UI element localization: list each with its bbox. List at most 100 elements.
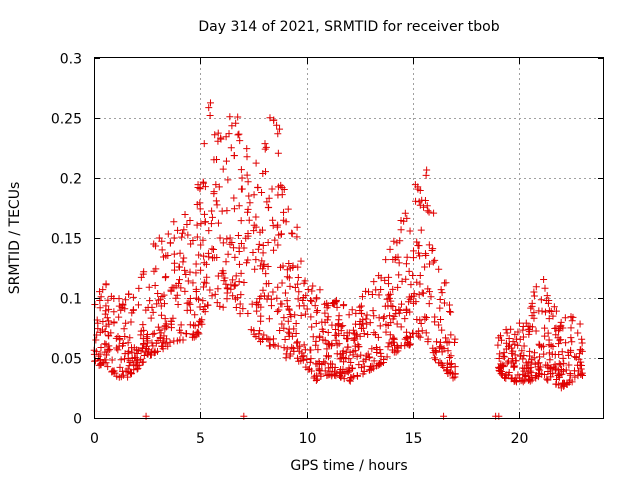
data-point xyxy=(541,284,549,292)
data-point xyxy=(222,280,230,288)
data-point xyxy=(146,351,154,359)
data-point xyxy=(421,263,429,271)
data-point xyxy=(306,358,314,366)
data-point xyxy=(185,299,193,307)
data-point xyxy=(232,119,240,127)
data-point xyxy=(567,346,575,354)
data-point xyxy=(129,306,137,314)
data-point xyxy=(571,367,579,375)
data-point xyxy=(217,134,225,142)
data-point xyxy=(422,329,430,337)
data-point xyxy=(360,368,368,376)
data-point xyxy=(235,202,243,210)
data-point xyxy=(189,279,197,287)
data-point xyxy=(214,129,222,137)
data-point xyxy=(219,239,227,247)
data-point xyxy=(544,367,552,375)
data-point xyxy=(270,116,278,124)
data-point xyxy=(170,234,178,242)
data-point xyxy=(229,292,237,300)
data-point xyxy=(280,314,288,322)
data-point xyxy=(264,335,272,343)
data-point xyxy=(543,292,551,300)
data-point xyxy=(121,333,129,341)
data-point xyxy=(230,205,238,213)
data-point xyxy=(437,315,445,323)
data-point xyxy=(333,350,341,358)
data-point xyxy=(252,333,260,341)
data-point xyxy=(353,372,361,380)
data-point xyxy=(265,203,273,211)
data-point xyxy=(282,350,290,358)
data-point xyxy=(303,305,311,313)
data-point xyxy=(403,214,411,222)
data-point xyxy=(532,327,540,335)
data-point xyxy=(554,334,562,342)
data-point xyxy=(557,361,565,369)
data-point xyxy=(496,332,504,340)
data-point xyxy=(275,231,283,239)
data-point xyxy=(432,347,440,355)
data-point xyxy=(166,239,174,247)
data-point xyxy=(304,285,312,293)
data-point xyxy=(513,335,521,343)
data-point xyxy=(245,216,253,224)
y-tick-label: 0 xyxy=(73,412,82,428)
data-point xyxy=(199,236,207,244)
data-point xyxy=(210,156,218,164)
data-point xyxy=(303,355,311,363)
data-point xyxy=(542,296,550,304)
data-point xyxy=(385,291,393,299)
data-point xyxy=(244,178,252,186)
data-point xyxy=(171,266,179,274)
data-point xyxy=(544,361,552,369)
data-point xyxy=(280,216,288,224)
data-point xyxy=(357,302,365,310)
data-point xyxy=(298,353,306,361)
data-point xyxy=(273,223,281,231)
data-point xyxy=(271,342,279,350)
data-point xyxy=(300,341,308,349)
data-point xyxy=(139,321,147,329)
data-point xyxy=(576,346,584,354)
data-point xyxy=(120,325,128,333)
data-point xyxy=(180,254,188,262)
data-point xyxy=(547,342,555,350)
data-point xyxy=(324,328,332,336)
data-point xyxy=(244,310,252,318)
data-point xyxy=(358,309,366,317)
data-point xyxy=(238,185,246,193)
data-point xyxy=(340,358,348,366)
data-point xyxy=(519,326,527,334)
data-point xyxy=(308,367,316,375)
data-point xyxy=(387,319,395,327)
data-point xyxy=(413,315,421,323)
data-point xyxy=(385,280,393,288)
tick-layer xyxy=(94,58,604,419)
data-point xyxy=(237,291,245,299)
data-point xyxy=(191,322,199,330)
data-point xyxy=(451,363,459,371)
x-tick-label: 10 xyxy=(299,431,317,447)
data-point xyxy=(243,153,251,161)
data-point xyxy=(199,178,207,186)
data-point xyxy=(351,335,359,343)
data-point xyxy=(350,372,358,380)
data-point xyxy=(435,321,443,329)
data-point xyxy=(196,185,204,193)
data-point xyxy=(94,325,102,333)
data-point xyxy=(186,217,194,225)
data-point xyxy=(364,330,372,338)
data-point xyxy=(327,360,335,368)
data-point xyxy=(127,318,135,326)
data-point xyxy=(128,348,136,356)
data-point xyxy=(190,333,198,341)
data-point xyxy=(103,314,111,322)
data-point xyxy=(118,367,126,375)
data-point xyxy=(295,288,303,296)
data-point xyxy=(451,335,459,343)
data-point xyxy=(161,274,169,282)
data-point xyxy=(204,301,212,309)
data-point xyxy=(315,359,323,367)
data-point xyxy=(170,259,178,267)
